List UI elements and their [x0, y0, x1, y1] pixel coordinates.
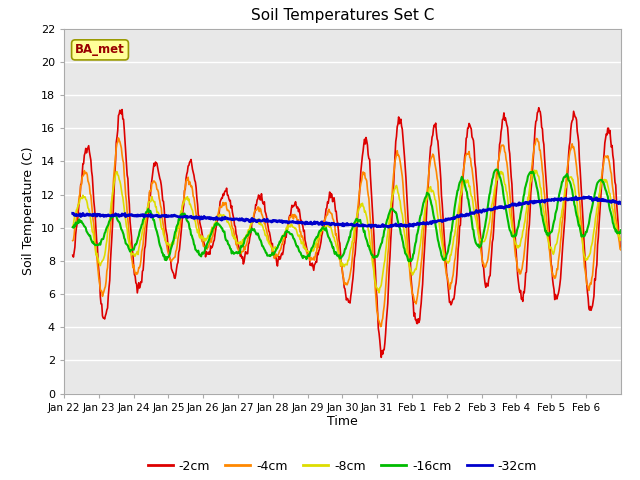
-16cm [255, 235, 263, 241]
-4cm [431, 161, 439, 167]
X-axis label: Time: Time [327, 415, 358, 429]
-8cm [276, 240, 284, 246]
-4cm [255, 209, 263, 215]
-8cm [617, 237, 625, 242]
-2cm [400, 143, 408, 148]
Line: -4cm: -4cm [73, 138, 621, 326]
-16cm [228, 251, 236, 256]
Line: -32cm: -32cm [73, 197, 621, 228]
Legend: -2cm, -4cm, -8cm, -16cm, -32cm: -2cm, -4cm, -8cm, -16cm, -32cm [143, 455, 542, 478]
-32cm [228, 216, 236, 222]
-8cm [125, 241, 133, 247]
-16cm [400, 244, 408, 250]
-4cm [125, 236, 133, 241]
-32cm [617, 201, 625, 206]
-4cm [617, 247, 625, 252]
Line: -16cm: -16cm [73, 169, 621, 261]
-2cm [255, 193, 263, 199]
-2cm [228, 203, 236, 209]
-16cm [276, 239, 284, 245]
-16cm [617, 228, 625, 233]
-2cm [276, 256, 284, 262]
-8cm [431, 197, 439, 203]
Text: BA_met: BA_met [75, 43, 125, 56]
-16cm [125, 247, 133, 252]
-32cm [431, 218, 439, 224]
-2cm [431, 124, 439, 130]
Title: Soil Temperatures Set C: Soil Temperatures Set C [251, 9, 434, 24]
-32cm [255, 217, 263, 223]
-8cm [400, 226, 408, 232]
-16cm [431, 218, 439, 224]
-2cm [125, 202, 133, 207]
Line: -8cm: -8cm [73, 170, 621, 293]
-32cm [400, 223, 408, 228]
Y-axis label: Soil Temperature (C): Soil Temperature (C) [22, 147, 35, 276]
-2cm [617, 244, 625, 250]
-32cm [125, 213, 133, 218]
-32cm [276, 219, 284, 225]
-4cm [228, 222, 236, 228]
-4cm [400, 193, 408, 199]
-8cm [228, 228, 236, 234]
-4cm [276, 247, 284, 253]
-8cm [255, 221, 263, 227]
Line: -2cm: -2cm [73, 108, 621, 358]
